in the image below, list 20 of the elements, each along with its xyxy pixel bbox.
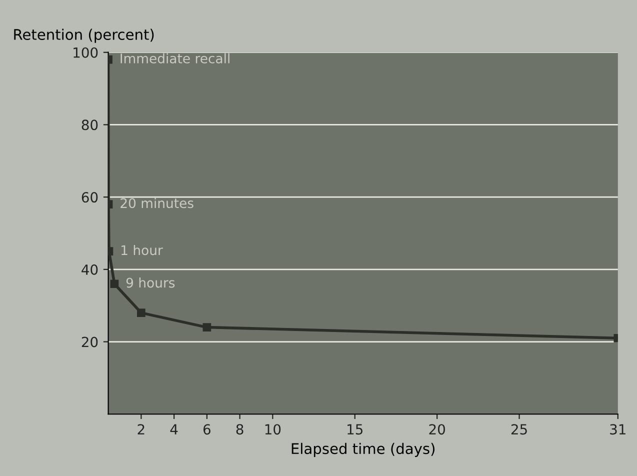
x-tick-label: 15 <box>348 424 362 435</box>
x-tick-label: 2 <box>138 424 144 434</box>
y-tick-label: 100 <box>74 47 98 58</box>
x-tick-label: 31 <box>610 424 626 435</box>
x-tick-label: 10 <box>265 424 281 435</box>
y-tick-label: 20 <box>82 336 98 348</box>
y-tick-label: 80 <box>82 120 98 130</box>
y-axis-title: Retention (percent) <box>14 28 154 43</box>
annotation: Immediate recall <box>120 53 230 64</box>
annotation: 1 hour <box>122 244 163 256</box>
x-tick-label: 20 <box>429 424 445 435</box>
x-tick-label: 8 <box>236 424 244 435</box>
x-tick-label: 6 <box>203 424 210 435</box>
x-tick-label: 25 <box>511 424 527 435</box>
y-tick-label: 40 <box>82 264 98 275</box>
y-tick-label: 60 <box>82 192 98 203</box>
annotation: 20 minutes <box>120 198 194 208</box>
annotation: 9 hours <box>126 278 175 288</box>
x-tick-label: 4 <box>170 424 178 434</box>
x-axis-title: Elapsed time (days) <box>292 442 434 457</box>
